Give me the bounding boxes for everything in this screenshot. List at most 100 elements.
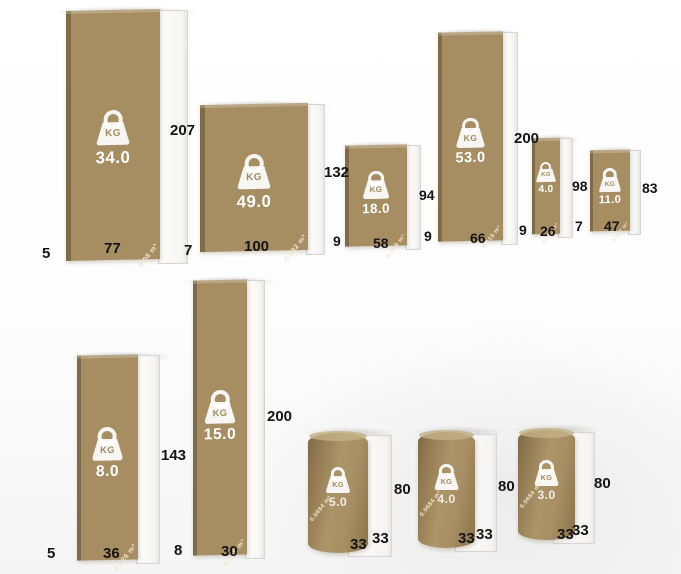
kg-unit-label: KG <box>332 480 344 490</box>
weight-value: 3.0 <box>537 488 556 503</box>
diameter-front-label: 33 <box>458 530 475 547</box>
weight-icon: KG <box>456 117 485 148</box>
weight-value: 4.0 <box>538 184 554 196</box>
weight-icon-body: KG <box>238 166 271 190</box>
weight-icon-body: KG <box>534 469 559 487</box>
weight-value: 15.0 <box>203 426 237 444</box>
thickness-label: 5 <box>47 545 56 562</box>
diameter-side-label: 33 <box>476 526 493 543</box>
kg-unit-label: KG <box>369 185 383 195</box>
weight-badge: KG 18.0 <box>362 170 390 217</box>
panel-top-edge <box>438 31 503 36</box>
panel-top-edge <box>193 279 247 284</box>
width-label: 36 <box>103 545 120 562</box>
panel-face: KG 49.0 0.092 m³ <box>200 102 308 263</box>
width-label: 77 <box>104 240 121 257</box>
kg-unit-label: KG <box>540 473 553 483</box>
weight-badge: KG 5.0 <box>325 467 351 510</box>
width-label: 47 <box>604 218 620 234</box>
cylinder-body: KG 4.0 0.0684 m³ <box>418 430 475 548</box>
acrylic-plate <box>558 138 573 238</box>
kg-unit-label: KG <box>463 132 478 143</box>
kg-unit-label: KG <box>100 444 115 455</box>
weight-badge: KG 3.0 <box>534 460 559 503</box>
height-label: 80 <box>594 475 611 492</box>
weight-icon: KG <box>325 467 351 494</box>
cylinder-top <box>519 428 574 438</box>
panel-face: KG 53.0 0.119 m³ <box>438 31 503 250</box>
thickness-label: 8 <box>174 542 183 559</box>
panel-edge <box>77 355 81 561</box>
panel-edge <box>345 145 349 247</box>
weight-value: 53.0 <box>455 150 486 167</box>
weight-badge: KG 8.0 <box>92 426 123 482</box>
weight-value: 18.0 <box>362 201 390 217</box>
thickness-label: 9 <box>424 228 432 244</box>
diameter-front-label: 33 <box>557 526 574 543</box>
panel-face: KG 8.0 0.026 m³ <box>77 354 138 572</box>
kg-unit-label: KG <box>212 407 228 418</box>
weight-value: 11.0 <box>598 194 622 207</box>
kg-unit-label: KG <box>246 172 262 184</box>
diameter-side-label: 33 <box>572 522 589 539</box>
weight-badge: KG 15.0 <box>203 389 237 445</box>
weight-icon-body: KG <box>599 177 621 193</box>
thickness-label: 9 <box>333 233 341 249</box>
weight-icon: KG <box>434 464 459 491</box>
panel-face: KG 34.0 0.08 m³ <box>66 9 160 269</box>
weight-icon: KG <box>238 153 271 190</box>
weight-badge: KG 4.0 <box>434 464 459 507</box>
acrylic-plate <box>136 355 160 564</box>
weight-badge: KG 4.0 <box>536 161 556 196</box>
weight-icon: KG <box>97 109 130 146</box>
weight-value: 5.0 <box>328 495 348 510</box>
diameter-side-label: 33 <box>372 530 389 547</box>
panel-edge <box>438 32 442 242</box>
kg-unit-label: KG <box>440 477 453 487</box>
weight-value: 8.0 <box>95 463 120 481</box>
weight-icon: KG <box>536 161 556 183</box>
weight-icon-body: KG <box>325 476 351 494</box>
thickness-label: 9 <box>519 222 527 238</box>
kg-unit-label: KG <box>105 128 121 140</box>
height-label: 98 <box>572 178 588 194</box>
weight-icon: KG <box>534 460 559 487</box>
weight-badge: KG 53.0 <box>455 117 486 167</box>
panel-edge <box>66 10 71 261</box>
weight-icon-body: KG <box>92 439 123 461</box>
volume-label: 0.092 m³ <box>283 233 308 263</box>
thickness-label: 5 <box>42 245 51 262</box>
weight-icon: KG <box>92 426 123 461</box>
panel-top-edge <box>590 149 630 154</box>
height-label: 80 <box>498 478 515 495</box>
height-label: 132 <box>324 164 350 181</box>
weight-badge: KG 11.0 <box>598 167 622 207</box>
panel-edge <box>193 280 197 556</box>
weight-icon: KG <box>205 389 236 424</box>
acrylic-plate <box>306 104 325 255</box>
weight-icon: KG <box>363 170 389 200</box>
cylinder-top <box>309 431 367 441</box>
weight-value: 4.0 <box>437 492 456 507</box>
weight-icon: KG <box>599 167 621 193</box>
height-label: 143 <box>161 447 187 464</box>
kg-unit-label: KG <box>541 172 551 179</box>
cylinder-body: KG 3.0 0.0684 m³ <box>518 428 575 540</box>
height-label: 200 <box>514 130 540 147</box>
weight-value: 34.0 <box>95 148 131 168</box>
weight-icon-body: KG <box>205 402 236 424</box>
height-label: 200 <box>267 408 293 425</box>
panel-edge <box>532 138 535 235</box>
height-label: 83 <box>642 180 658 196</box>
thickness-label: 7 <box>184 242 193 259</box>
diameter-front-label: 33 <box>350 536 367 553</box>
panel-face: KG 4.0 0.023 m³ <box>532 137 560 244</box>
weight-badge: KG 34.0 <box>95 109 131 169</box>
cylinder-body: KG 5.0 0.0684 m³ <box>308 431 368 553</box>
width-label: 58 <box>373 235 389 251</box>
cylinder-top <box>419 430 474 440</box>
weight-icon-body: KG <box>434 473 459 491</box>
panel-edge <box>200 105 205 253</box>
weight-value: 49.0 <box>236 192 272 212</box>
